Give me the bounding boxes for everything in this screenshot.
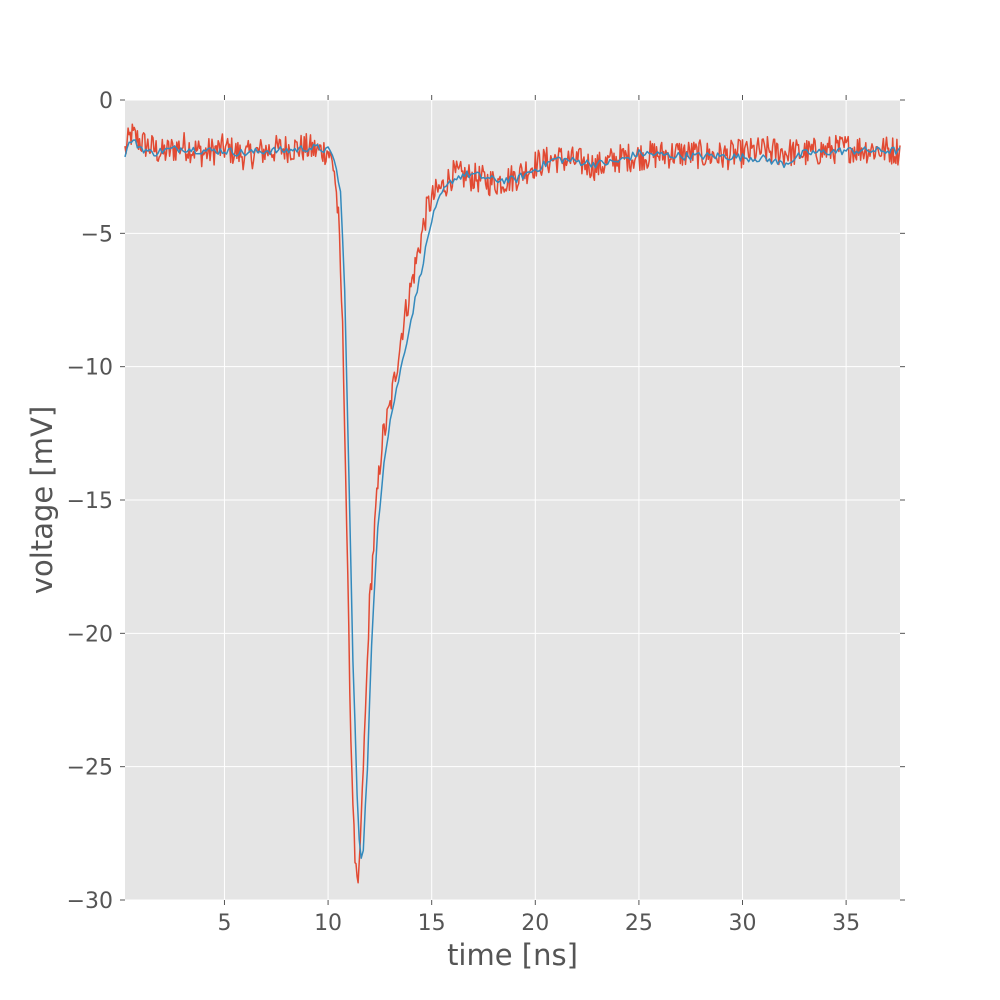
x-axis-label: time [ns] <box>447 938 578 972</box>
y-tick-label: −5 <box>81 222 113 247</box>
y-tick-label: 0 <box>99 89 113 114</box>
x-tick-label: 35 <box>832 911 860 936</box>
x-tick-label: 30 <box>729 911 757 936</box>
grid-lines <box>125 99 900 901</box>
tick-labels: 5 10 15 20 25 30 35 0 −5 −10 −15 −20 −25 −30 <box>67 89 861 936</box>
y-tick-label: −25 <box>67 756 113 781</box>
x-tick-label: 25 <box>625 911 653 936</box>
x-tick-label: 10 <box>314 911 342 936</box>
series-layer <box>124 123 901 884</box>
smoothed-signal-line <box>124 139 901 859</box>
y-tick-label: −10 <box>67 356 113 381</box>
raw-signal-line <box>124 123 901 884</box>
y-tick-label: −15 <box>67 489 113 514</box>
x-tick-label: 15 <box>418 911 446 936</box>
y-tick-label: −20 <box>67 622 113 647</box>
x-tick-label: 5 <box>217 911 231 936</box>
x-tick-label: 20 <box>521 911 549 936</box>
y-axis-label: voltage [mV] <box>25 406 59 594</box>
axis-ticks <box>120 95 905 905</box>
y-tick-label: −30 <box>67 889 113 914</box>
